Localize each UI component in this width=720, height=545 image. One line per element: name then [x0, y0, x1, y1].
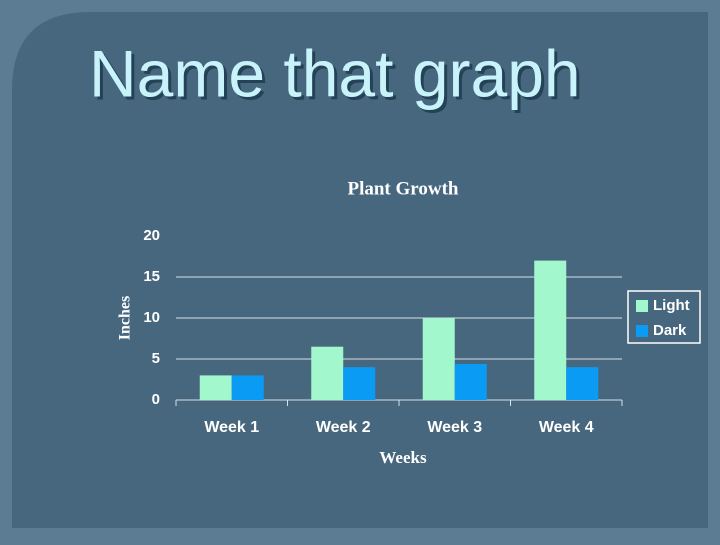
x-axis-label: Weeks — [379, 448, 427, 467]
bar — [231, 375, 264, 400]
bar — [566, 367, 599, 400]
bar — [534, 260, 567, 400]
y-tick-label: 5 — [152, 350, 160, 367]
legend-swatch — [636, 300, 648, 312]
panel — [12, 12, 708, 528]
y-tick-label: 15 — [143, 268, 160, 285]
x-tick-label: Week 1 — [204, 419, 259, 436]
x-tick-label: Week 3 — [427, 419, 482, 436]
bar — [454, 363, 487, 400]
title-shadow: Name that graph — [92, 39, 584, 113]
y-tick-label: 10 — [143, 309, 160, 326]
y-tick-label: 0 — [152, 391, 160, 408]
x-tick-label: Week 2 — [316, 419, 371, 436]
y-tick-label: 20 — [143, 227, 160, 244]
y-axis-label: Inches — [117, 296, 134, 340]
legend-label: Light — [653, 297, 690, 314]
legend-swatch — [636, 325, 648, 337]
legend-box — [627, 290, 701, 344]
bar — [343, 367, 376, 400]
slide-title: Name that graph — [89, 36, 581, 110]
bar — [311, 346, 344, 400]
bar — [422, 318, 455, 400]
legend-label: Dark — [653, 322, 687, 339]
x-tick-label: Week 4 — [539, 419, 594, 436]
chart-title: Plant Growth — [347, 178, 458, 199]
bar — [199, 375, 232, 400]
